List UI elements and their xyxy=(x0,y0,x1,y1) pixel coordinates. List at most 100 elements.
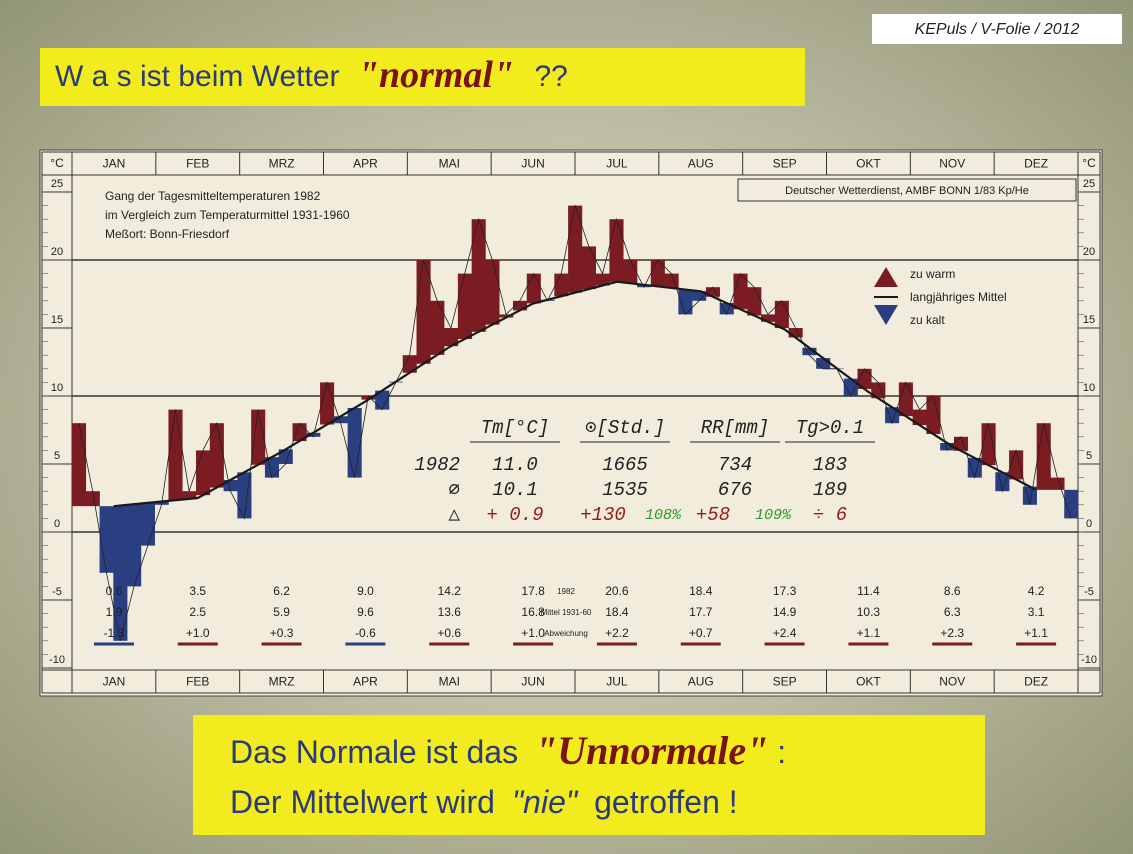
monthly-1982: 11.4 xyxy=(857,584,880,598)
month-label: FEB xyxy=(186,157,209,171)
monthly-1982: 17.3 xyxy=(773,584,797,598)
summary-cell: +130 xyxy=(580,504,626,526)
conclusion-line1: Das Normale ist das "Unnormale" : xyxy=(230,728,786,773)
day-deviation xyxy=(348,408,362,478)
monthly-mean: 1.9 xyxy=(106,605,123,619)
day-deviation xyxy=(775,301,789,328)
day-deviation xyxy=(430,301,444,355)
summary-header: Tm[°C] xyxy=(481,417,549,439)
monthly-deviation: -1.3 xyxy=(104,626,125,640)
y-tick-label: 0 xyxy=(54,518,60,530)
y-tick-label: 20 xyxy=(1083,246,1095,258)
day-deviation xyxy=(141,503,155,546)
title-post: ?? xyxy=(534,60,567,93)
summary-header: ⊙[Std.] xyxy=(585,417,665,439)
day-deviation xyxy=(527,274,541,304)
day-deviation xyxy=(747,287,761,315)
monthly-deviation: +0.3 xyxy=(270,626,294,640)
monthly-mean: 16.8 xyxy=(521,605,545,619)
monthly-deviation: +1.0 xyxy=(186,626,210,640)
month-label: APR xyxy=(353,157,378,171)
summary-percent: 108% xyxy=(645,507,682,524)
tag: KEPuls / V-Folie / 2012 xyxy=(915,21,1080,38)
monthly-row-label: Abweichung xyxy=(544,629,588,638)
summary-cell: 1535 xyxy=(602,479,648,501)
summary-header: RR[mm] xyxy=(701,417,769,439)
y-tick-label: 15 xyxy=(1083,314,1095,326)
monthly-1982: 6.2 xyxy=(273,584,290,598)
month-label: OKT xyxy=(856,675,881,689)
monthly-mean: 5.9 xyxy=(273,605,290,619)
month-label: SEP xyxy=(773,157,797,171)
monthly-1982: 3.5 xyxy=(189,584,206,598)
monthly-1982: 9.0 xyxy=(357,584,374,598)
month-label: JAN xyxy=(103,157,126,171)
unit-label: °C xyxy=(1082,156,1096,170)
legend-label: zu warm xyxy=(910,267,955,281)
monthly-deviation: +1.1 xyxy=(857,626,881,640)
summary-cell: 676 xyxy=(718,479,752,501)
y-tick-label: 15 xyxy=(51,314,63,326)
summary-cell: +58 xyxy=(696,504,730,526)
summary-row-label: ⌀ xyxy=(449,479,460,501)
monthly-1982: 0.6 xyxy=(106,584,123,598)
summary-row-label: 1982 xyxy=(414,454,460,476)
day-deviation xyxy=(982,423,996,465)
day-deviation xyxy=(651,260,665,286)
summary-cell: 189 xyxy=(813,479,847,501)
summary-cell: 734 xyxy=(718,454,752,476)
day-deviation xyxy=(609,219,623,282)
conclusion-line2: Der Mittelwert wird "nie" getroffen ! xyxy=(230,784,738,820)
day-deviation xyxy=(554,274,568,297)
y-tick-label: 0 xyxy=(1086,518,1092,530)
month-label: JUL xyxy=(606,675,628,689)
y-tick-label: 25 xyxy=(51,178,63,190)
y-tick-label: 5 xyxy=(54,450,60,462)
monthly-mean: 2.5 xyxy=(189,605,206,619)
slide: KEPuls / V-Folie / 2012 W a s ist beim W… xyxy=(0,0,1133,854)
day-deviation xyxy=(127,504,141,586)
month-label: MRZ xyxy=(269,157,295,171)
month-label: MAI xyxy=(439,675,460,689)
month-label: JAN xyxy=(103,675,126,689)
day-deviation xyxy=(320,382,334,424)
monthly-mean: 10.3 xyxy=(857,605,881,619)
monthly-1982: 4.2 xyxy=(1028,584,1045,598)
month-label: DEZ xyxy=(1024,675,1048,689)
month-label: APR xyxy=(353,675,378,689)
day-deviation xyxy=(1037,423,1051,490)
day-deviation xyxy=(568,206,582,293)
summary-cell: 1665 xyxy=(602,454,648,476)
day-deviation xyxy=(251,410,265,465)
y-tick-label: -5 xyxy=(52,586,62,598)
monthly-mean: 14.9 xyxy=(773,605,797,619)
source: Deutscher Wetterdienst, AMBF BONN 1/83 K… xyxy=(785,185,1029,197)
note: Meßort: Bonn-Friesdorf xyxy=(105,227,230,241)
conclusion-post2: getroffen ! xyxy=(594,784,738,820)
y-tick-label: 5 xyxy=(1086,450,1092,462)
day-deviation xyxy=(665,274,679,288)
summary-cell: 11.0 xyxy=(492,454,538,476)
monthly-mean: 13.6 xyxy=(438,605,462,619)
day-deviation xyxy=(582,246,596,289)
monthly-mean: 17.7 xyxy=(689,605,713,619)
page: KEPuls / V-Folie / 2012 W a s ist beim W… xyxy=(0,0,1133,854)
day-deviation xyxy=(678,290,692,315)
month-label: JUN xyxy=(521,675,544,689)
month-label: NOV xyxy=(939,675,965,689)
month-label: DEZ xyxy=(1024,157,1048,171)
conclusion-quoted: "Unnormale" xyxy=(535,728,768,773)
y-tick-label: 20 xyxy=(51,246,63,258)
summary-cell: 10.1 xyxy=(492,479,538,501)
month-label: JUL xyxy=(606,157,628,171)
summary-percent: 109% xyxy=(755,507,792,524)
monthly-row-label: Mittel 1931-60 xyxy=(541,608,592,617)
title-quoted: "normal" xyxy=(358,54,514,96)
monthly-1982: 8.6 xyxy=(944,584,961,598)
monthly-deviation: +2.3 xyxy=(940,626,964,640)
monthly-row-label: 1982 xyxy=(557,587,575,596)
unit-label: °C xyxy=(50,156,64,170)
day-deviation xyxy=(816,358,830,369)
title-pre: W a s ist beim Wetter xyxy=(55,60,340,93)
legend-label: langjähriges Mittel xyxy=(910,290,1007,304)
